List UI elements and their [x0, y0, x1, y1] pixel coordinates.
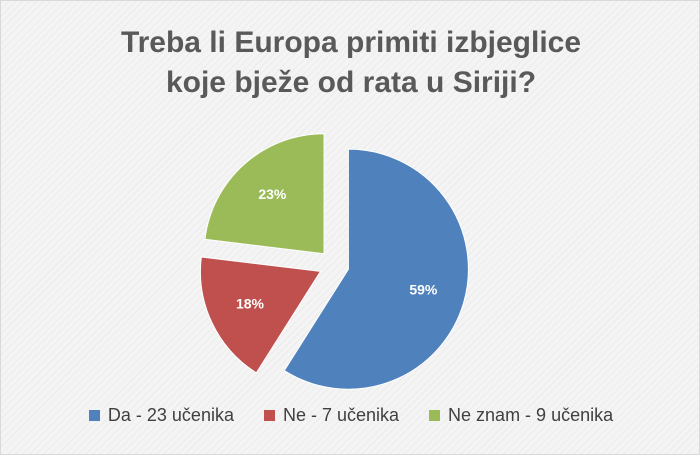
legend-swatch-ne-znam: [429, 410, 441, 421]
legend: Da - 23 učenika Ne - 7 učenika Ne znam -…: [1, 405, 700, 426]
legend-swatch-da: [88, 410, 100, 421]
legend-item-ne-znam: Ne znam - 9 učenika: [429, 405, 613, 426]
pie-label-ne-znam: 23%: [258, 186, 287, 202]
legend-label-ne: Ne - 7 učenika: [282, 405, 400, 425]
legend-item-da: Da - 23 učenika: [88, 405, 234, 426]
pie-label-da: 59%: [409, 282, 438, 298]
chart-title: Treba li Europa primiti izbjeglice koje …: [1, 23, 700, 103]
pie-label-ne: 18%: [236, 296, 265, 312]
pie-slice-ne: [200, 256, 322, 374]
pie-slice-da: [283, 148, 469, 390]
legend-swatch-ne: [263, 410, 275, 421]
chart-title-line-2: koje bježe od rata u Siriji?: [165, 66, 537, 99]
legend-label-ne-znam: Ne znam - 9 učenika: [448, 405, 614, 425]
legend-item-ne: Ne - 7 učenika: [263, 405, 400, 426]
pie-slice-ne-znam: [204, 133, 325, 255]
chart-title-line-1: Treba li Europa primiti izbjeglice: [120, 26, 582, 59]
legend-label-da: Da - 23 učenika: [107, 405, 234, 425]
